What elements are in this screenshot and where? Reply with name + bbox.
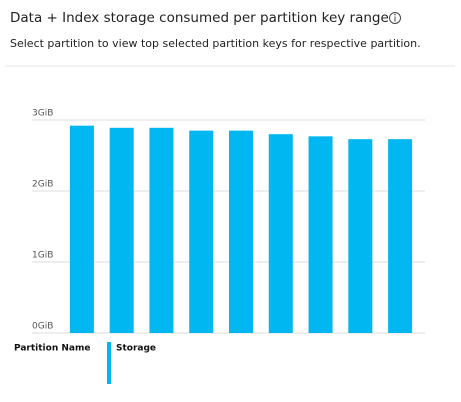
bar: [149, 127, 174, 333]
info-icon[interactable]: [389, 12, 401, 24]
legend-swatch: [107, 342, 111, 384]
bar: [388, 139, 413, 333]
chart-title: Data + Index storage consumed per partit…: [10, 10, 389, 26]
x-axis-label: Partition Name: [14, 344, 90, 354]
chart-subtitle: Select partition to view top selected pa…: [10, 37, 421, 50]
y-tick-label: 2GiB: [32, 180, 53, 190]
y-tick-label: 0GiB: [32, 322, 53, 332]
bar: [348, 139, 373, 333]
bar: [109, 127, 134, 333]
y-tick-label: 1GiB: [32, 251, 53, 261]
bar: [189, 130, 214, 333]
bar: [229, 130, 253, 333]
y-tick-label: 3GiB: [32, 109, 53, 119]
bar: [69, 125, 94, 334]
legend-label: Storage: [116, 344, 156, 354]
bar: [268, 134, 293, 333]
bar: [308, 136, 333, 333]
